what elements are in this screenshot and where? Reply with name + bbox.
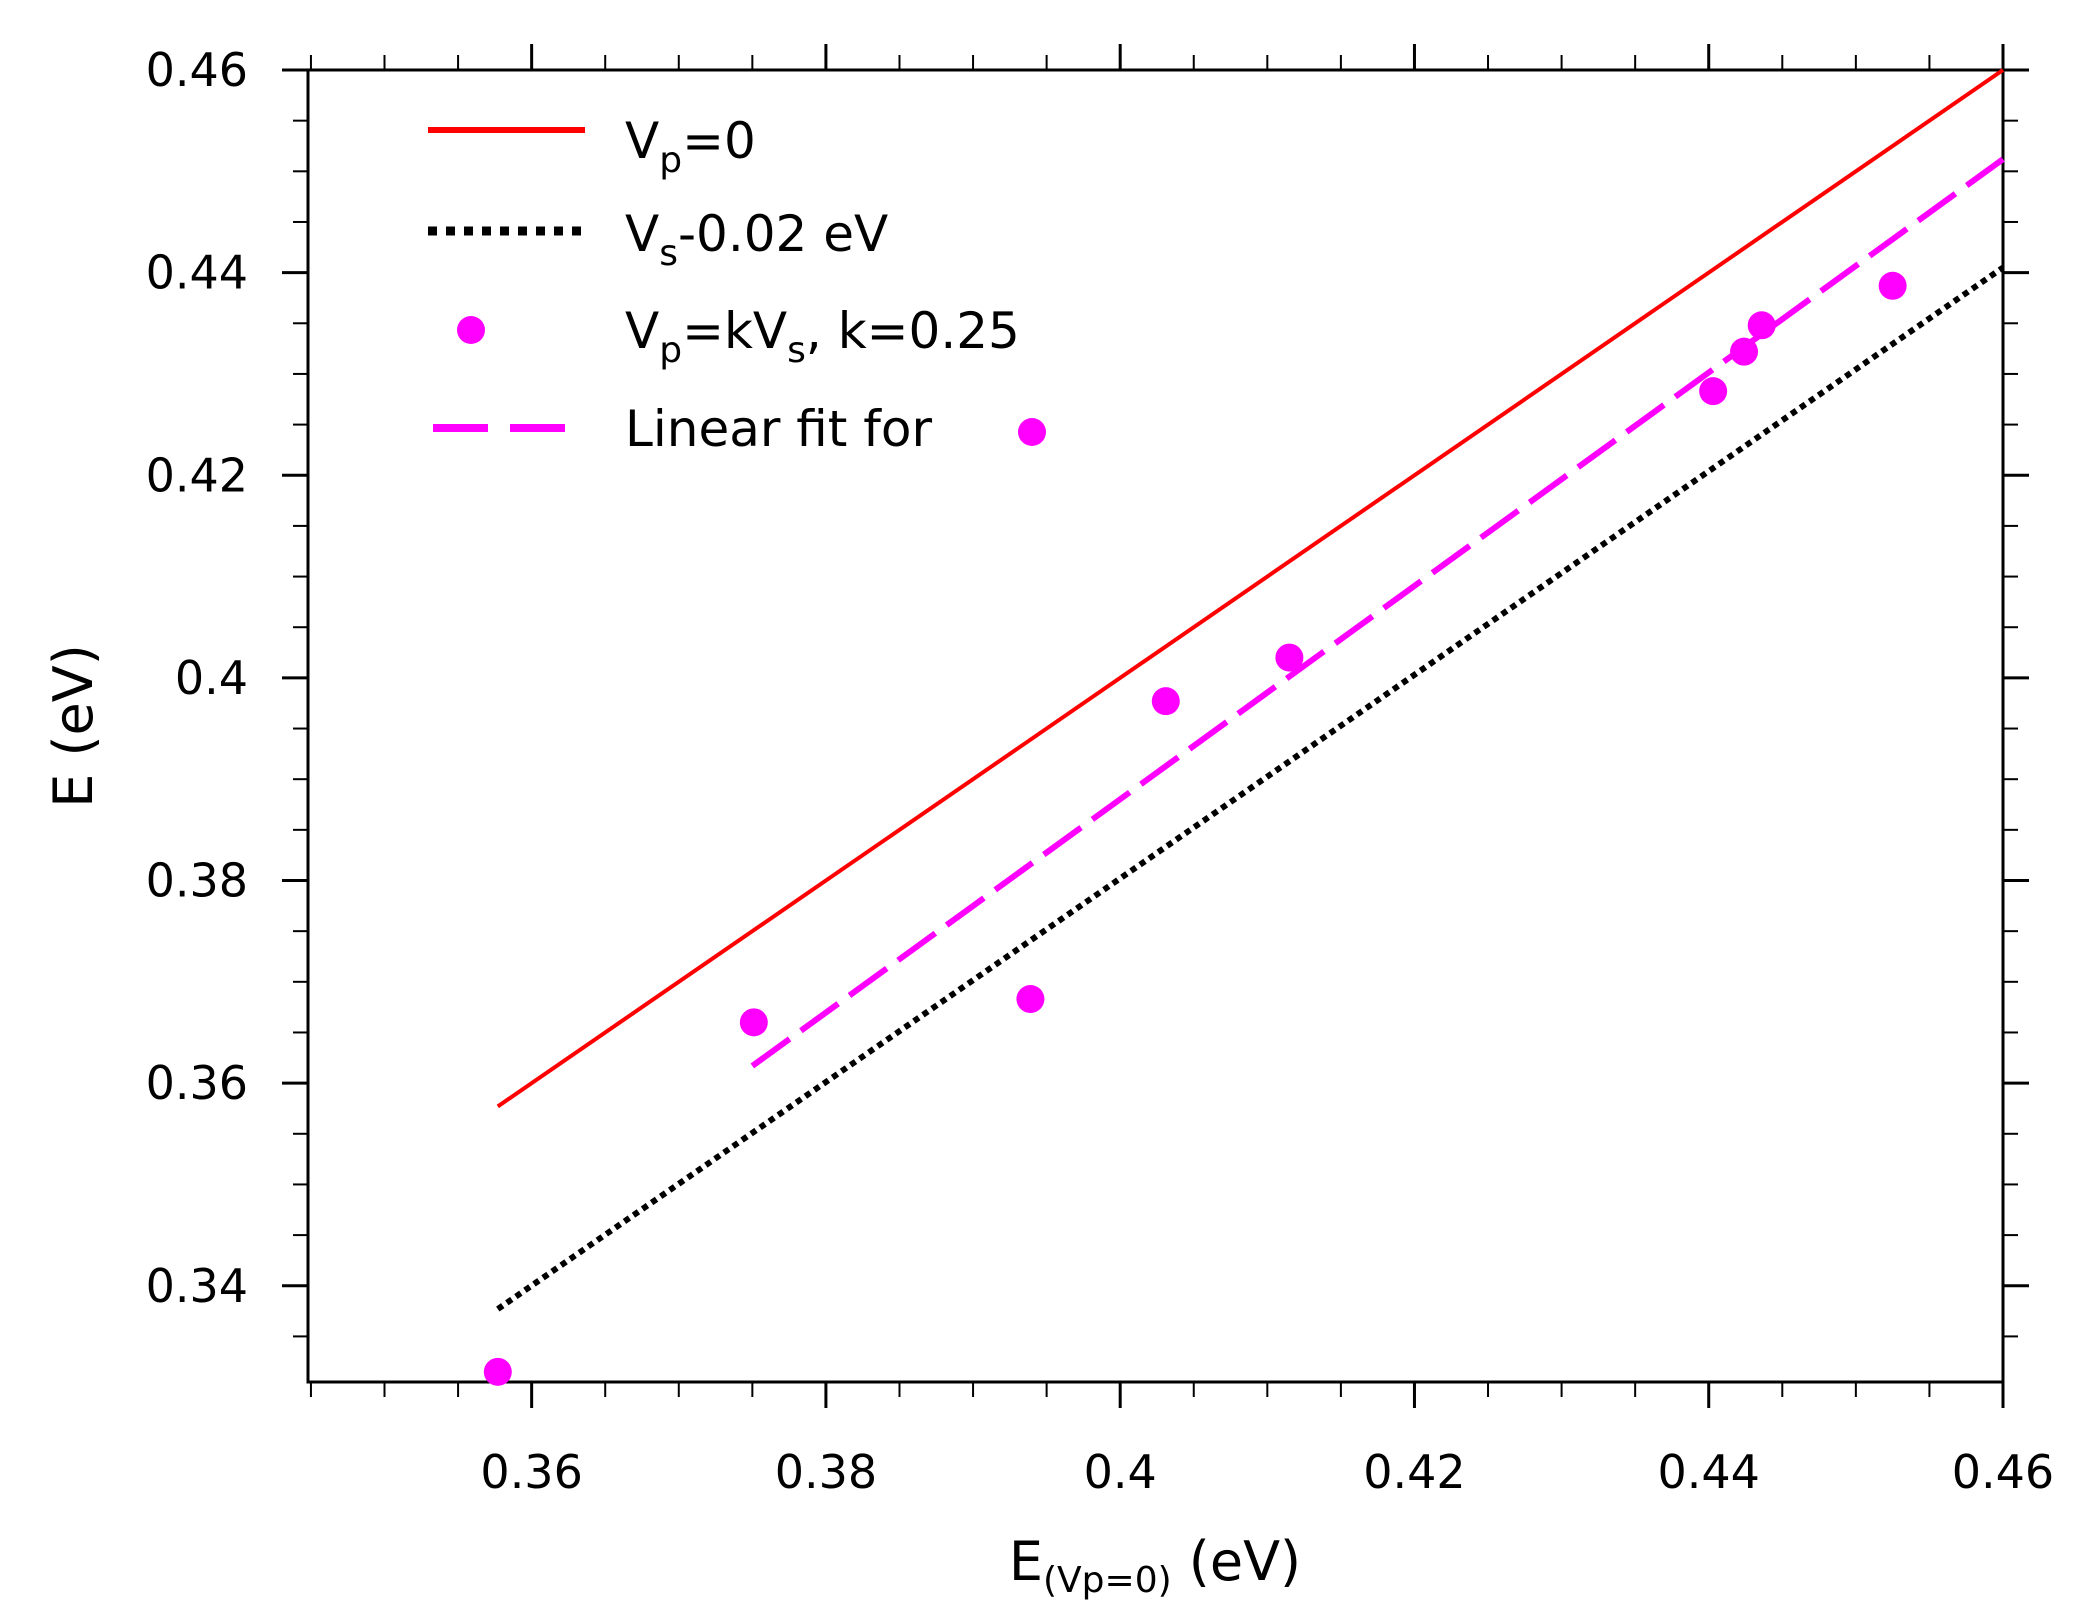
series-line-linear-fit [750,156,2005,1069]
x-axis-label-unit: (eV) [1172,1530,1301,1593]
y-axis-label: E (eV) [42,644,105,808]
legend-label: Vp=0 [625,112,756,181]
legend-label-text: =0 [682,112,756,170]
x-axis-label-main: E [1009,1530,1043,1593]
data-point [1699,377,1728,406]
y-tick-label: 0.36 [146,1056,248,1110]
data-point [483,1357,512,1386]
y-tick-label: 0.42 [146,448,248,502]
legend-label-subscript: s [659,233,678,274]
x-tick-label: 0.44 [1658,1445,1760,1499]
x-axis-label: E(Vp=0) (eV) [1009,1530,1301,1601]
y-tick-label: 0.38 [146,854,248,908]
legend-label-subscript: p [659,330,682,371]
legend-label-text: , k=0.25 [806,302,1020,360]
legend-trailing-marker [1018,418,1046,446]
plot-frame [306,68,2005,1384]
data-point [1151,687,1180,716]
legend-symbol-marker [457,316,485,344]
x-axis-label-subscript: (Vp=0) [1043,1560,1172,1601]
legend-label-text: =kV [682,302,787,360]
legend-label-subscript: p [659,140,682,181]
y-tick-label: 0.4 [175,651,248,705]
x-tick-label: 0.4 [1084,1445,1157,1499]
data-point [739,1008,768,1037]
series-line-vp0 [496,68,2005,1109]
legend-label: Vs-0.02 eV [625,205,888,274]
legend-label-text: V [625,302,659,360]
y-tick-label: 0.44 [146,246,248,300]
axis-ticks [282,44,2029,1408]
series-layer [483,68,2005,1386]
legend-label-text: V [625,205,659,263]
legend-label-subscript: s [787,330,806,371]
legend-label-text: -0.02 eV [678,205,888,263]
data-point [1275,643,1304,672]
y-tick-label: 0.46 [146,43,248,97]
legend-label: Vp=kVs, k=0.25 [625,302,1020,371]
legend-label-text: V [625,112,659,170]
series-line-vs-minus-0.02 [496,265,2005,1312]
data-point [1016,985,1045,1014]
legend-label: Linear fit for [625,400,932,458]
x-tick-label: 0.42 [1363,1445,1465,1499]
data-point [1747,311,1776,340]
y-tick-label: 0.34 [146,1259,248,1313]
x-tick-label: 0.36 [480,1445,582,1499]
legend-label-text: Linear fit for [625,400,932,458]
data-point [1878,271,1907,300]
x-tick-label: 0.38 [775,1445,877,1499]
tick-labels: 0.36 0.38 0.4 0.42 0.44 0.46 0.34 0.36 0.38 0.4 0.… [146,43,2055,1499]
x-tick-label: 0.46 [1952,1445,2054,1499]
